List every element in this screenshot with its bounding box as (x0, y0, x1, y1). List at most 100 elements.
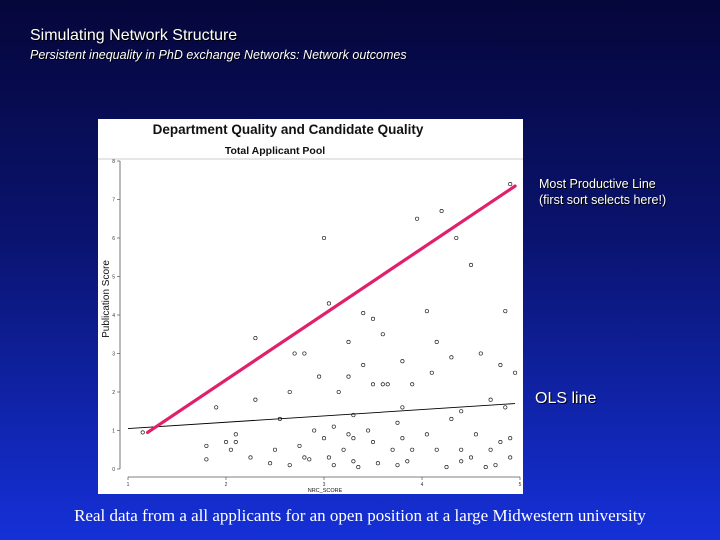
data-point (140, 430, 145, 435)
data-point (395, 420, 400, 425)
x-tick-label: 2 (225, 482, 228, 488)
x-tick-label: 1 (127, 482, 130, 488)
data-point (508, 182, 513, 187)
data-point (204, 443, 209, 448)
data-point (473, 432, 478, 437)
data-point (253, 397, 258, 402)
data-point (459, 447, 464, 452)
chart-svg: Department Quality and Candidate Quality… (98, 122, 523, 494)
data-point (356, 465, 361, 470)
data-point (459, 459, 464, 464)
y-tick-label: 5 (112, 275, 115, 281)
data-point (370, 382, 376, 387)
y-tick-label: 3 (112, 352, 115, 358)
data-point (400, 405, 405, 410)
data-point (478, 351, 483, 356)
data-point (204, 457, 209, 462)
x-tick-label: 5 (519, 482, 522, 488)
data-point (326, 455, 331, 460)
data-point (214, 405, 219, 410)
y-tick-label: 8 (112, 159, 115, 165)
callout-productive-note: (first sort selects here!) (539, 193, 667, 207)
data-point (400, 359, 405, 364)
chart-title: Department Quality and Candidate Quality (153, 122, 424, 137)
fit-lines (127, 184, 517, 435)
data-point (292, 351, 297, 356)
data-point (321, 235, 327, 241)
data-point (361, 363, 366, 368)
data-point (370, 439, 376, 445)
data-point (405, 459, 410, 464)
data-point (454, 235, 459, 241)
slide-subtitle: Persistent inequality in PhD exchange Ne… (30, 48, 407, 62)
y-tick-label: 2 (112, 390, 115, 396)
data-point (287, 463, 292, 468)
data-point (346, 374, 351, 379)
y-tick-label: 7 (112, 198, 115, 204)
data-point (331, 424, 336, 429)
data-point (488, 397, 493, 402)
data-point (488, 447, 493, 452)
data-point (415, 216, 420, 221)
data-point (351, 413, 356, 418)
data-point (253, 336, 258, 341)
data-point (508, 436, 513, 441)
data-point (346, 432, 351, 437)
data-point (268, 461, 273, 466)
data-point (341, 447, 346, 452)
data-point (326, 301, 331, 306)
most-productive-line (145, 184, 517, 435)
data-point (493, 463, 498, 468)
data-point (351, 459, 356, 464)
data-point (459, 409, 464, 414)
data-point (361, 311, 366, 316)
data-point (434, 339, 439, 345)
callout-productive-title: Most Productive Line (539, 177, 656, 191)
y-axis-label: Publication Score (101, 260, 112, 338)
data-point (390, 447, 395, 452)
data-point (449, 416, 454, 422)
data-point (503, 309, 508, 314)
data-point (370, 316, 376, 321)
data-point (508, 455, 513, 460)
data-point (297, 443, 302, 448)
axes: 0 1 2 3 4 5 6 7 8 1 2 3 4 5 (98, 158, 523, 488)
y-tick-label: 1 (112, 429, 115, 435)
data-point (439, 209, 444, 214)
data-point (434, 447, 439, 452)
data-point (498, 363, 503, 368)
callout-productive-line: Most Productive Line (first sort selects… (539, 176, 709, 208)
data-point (380, 382, 385, 387)
data-point (410, 382, 415, 387)
data-point (395, 463, 400, 468)
ols-line (127, 403, 516, 430)
y-tick-label: 0 (112, 467, 115, 473)
data-point (287, 389, 292, 395)
y-tick-label: 4 (112, 313, 115, 319)
data-point (351, 436, 356, 441)
data-point (424, 432, 429, 437)
data-point (483, 465, 488, 470)
data-point (307, 457, 312, 462)
data-point (444, 465, 449, 470)
data-point (302, 351, 307, 356)
data-point (498, 439, 503, 445)
x-tick-label: 3 (323, 482, 326, 488)
data-point (424, 309, 429, 314)
data-point (233, 432, 238, 437)
data-point (375, 461, 380, 466)
data-point (331, 463, 336, 468)
callout-ols-line: OLS line (535, 390, 597, 407)
y-tick-label: 6 (112, 236, 115, 242)
data-point (400, 436, 405, 441)
data-point (233, 439, 238, 445)
data-points (140, 182, 518, 470)
data-point (336, 389, 341, 395)
data-point (503, 405, 508, 410)
data-point (302, 455, 307, 460)
data-point (228, 447, 233, 452)
data-point (380, 332, 385, 337)
data-point (312, 428, 317, 433)
x-tick-label: 4 (421, 482, 424, 488)
data-point (366, 428, 371, 433)
